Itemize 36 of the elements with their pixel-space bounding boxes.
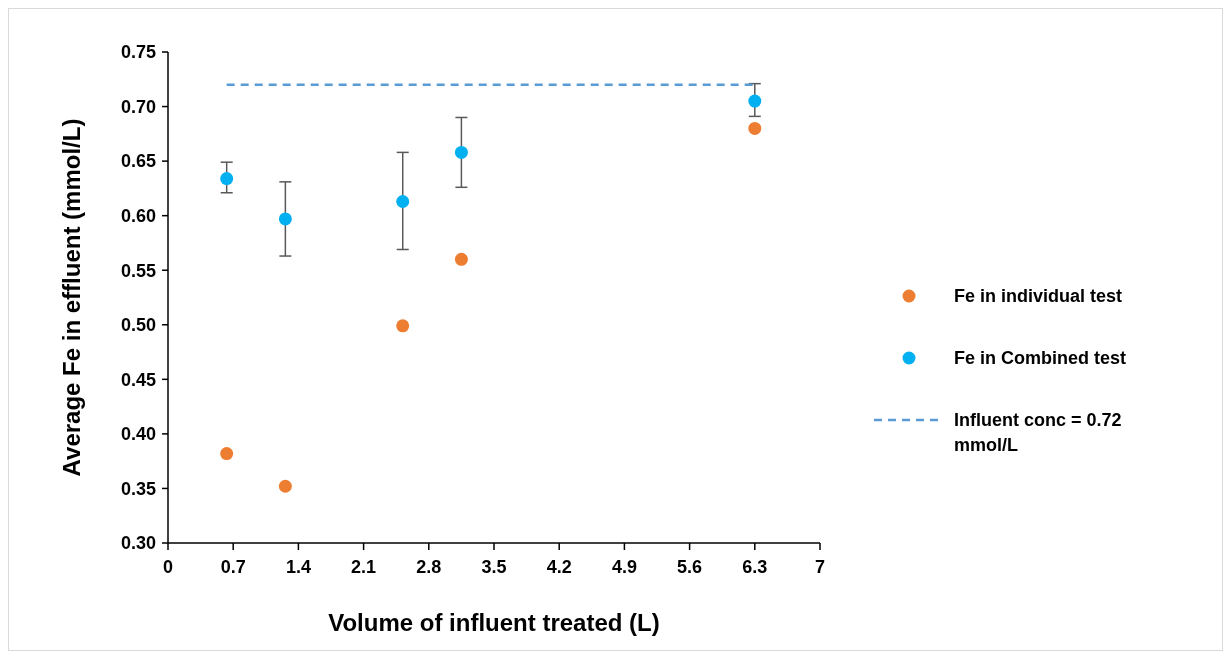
point: [278, 212, 292, 226]
legend-label: Fe in Combined test: [954, 348, 1127, 369]
x-tick-label: 2.8: [416, 557, 442, 577]
point: [748, 121, 762, 135]
x-tick-label: 4.9: [611, 557, 637, 577]
y-tick-label: 0.35: [120, 478, 156, 499]
y-tick-label: 0.60: [120, 205, 156, 226]
x-axis-title: Volume of influent treated (L): [328, 609, 660, 636]
point: [396, 319, 410, 333]
point: [220, 172, 234, 186]
point: [278, 479, 292, 493]
x-tick-label: 0: [162, 557, 174, 577]
legend-label: Fe in individual test: [954, 286, 1123, 307]
x-tick-label: 6.3: [742, 557, 768, 577]
point: [454, 252, 468, 266]
y-tick-label: 0.70: [120, 96, 156, 117]
x-tick-label: 0.7: [220, 557, 246, 577]
y-tick-label: 0.50: [120, 315, 156, 336]
y-axis-title: Average Fe in effluent (mmol/L): [58, 118, 85, 477]
y-tick-label: 0.55: [120, 260, 156, 281]
y-tick-label: 0.40: [120, 424, 156, 445]
point: [220, 447, 234, 461]
point: [454, 145, 468, 159]
x-tick-label: 5.6: [677, 557, 703, 577]
x-tick-label: 4.2: [546, 557, 572, 577]
x-tick-label: 1.4: [285, 557, 311, 577]
x-tick-label: 3.5: [481, 557, 507, 577]
x-tick-label: 2.1: [351, 557, 377, 577]
x-tick-label: 7: [814, 557, 826, 577]
point: [748, 94, 762, 108]
point: [396, 194, 410, 208]
y-tick-label: 0.75: [120, 42, 156, 63]
y-tick-label: 0.65: [120, 151, 156, 172]
y-tick-label: 0.45: [120, 369, 156, 390]
legend-label: Influent conc = 0.72 mmol/L: [954, 410, 1122, 455]
y-tick-label: 0.30: [120, 533, 156, 554]
